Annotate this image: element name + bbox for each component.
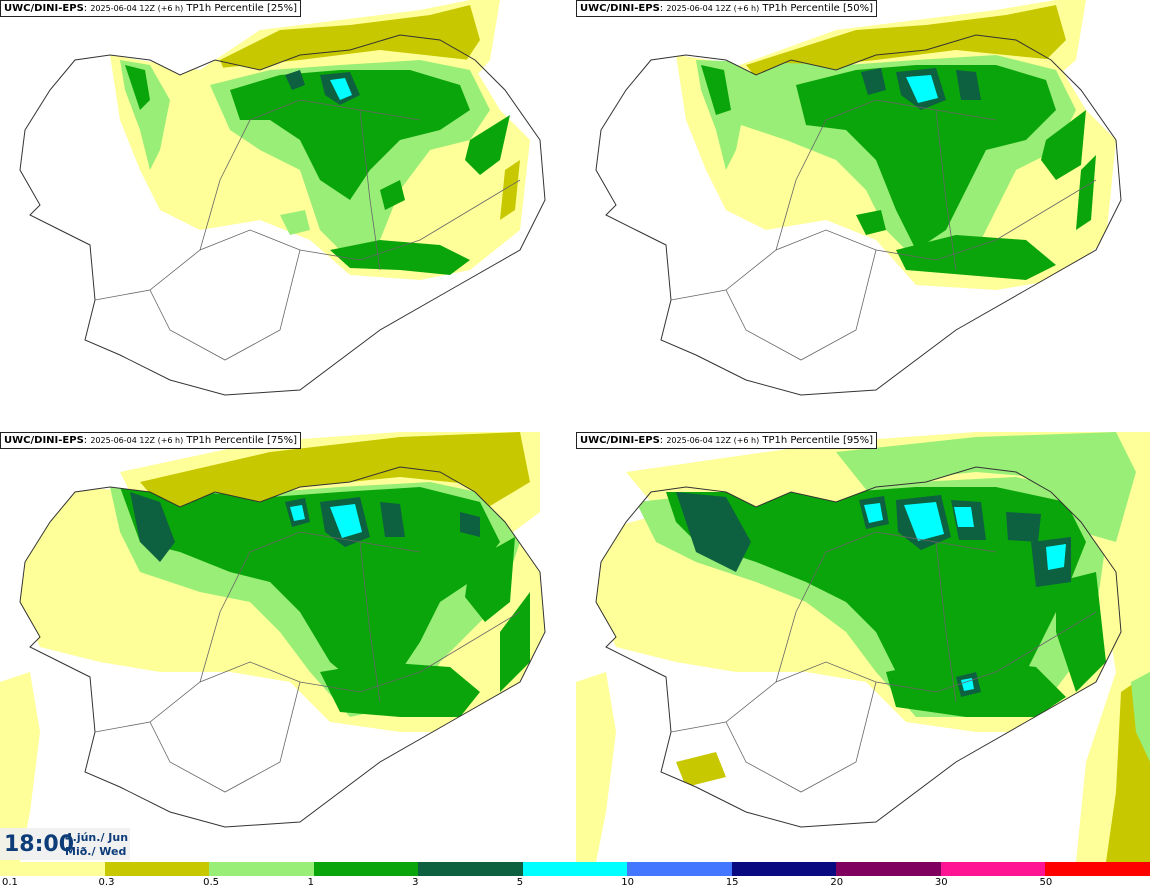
road-network xyxy=(670,531,1097,793)
legend-tick-label: 3 xyxy=(412,877,419,888)
map-panel-p25: UWC/DINI-EPS: 2025-06-04 12Z (+6 h) TP1h… xyxy=(0,0,574,430)
run-time: 2025-06-04 12Z (+6 h) xyxy=(90,436,184,445)
legend-tick-label: 10 xyxy=(621,877,634,888)
panel-title: UWC/DINI-EPS: 2025-06-04 12Z (+6 h) TP1h… xyxy=(0,0,301,17)
precip-map-p75 xyxy=(0,432,546,862)
model-source: UWC/DINI-EPS xyxy=(4,435,84,446)
precip-map-p95 xyxy=(576,432,1150,862)
legend-tick-label: 1 xyxy=(307,877,314,888)
model-source: UWC/DINI-EPS xyxy=(4,3,84,14)
model-source: UWC/DINI-EPS xyxy=(580,435,660,446)
map-panel-p95: UWC/DINI-EPS: 2025-06-04 12Z (+6 h) TP1h… xyxy=(576,432,1150,862)
legend-tick-label: 15 xyxy=(725,877,739,888)
valid-weekday: Mið./ Wed xyxy=(65,845,127,858)
iceland-coastline xyxy=(595,466,1122,828)
legend-tick-label: 30 xyxy=(934,877,948,888)
legend-color-bar xyxy=(0,862,1150,876)
legend-swatch xyxy=(0,862,105,876)
variable-name: TP1h Percentile [95%] xyxy=(762,435,873,446)
run-time: 2025-06-04 12Z (+6 h) xyxy=(90,4,184,13)
precip-map-p50 xyxy=(595,0,1122,396)
precip-yellow-southwest xyxy=(0,672,40,862)
panel-title: UWC/DINI-EPS: 2025-06-04 12Z (+6 h) TP1h… xyxy=(576,0,877,17)
precip-green-east xyxy=(1131,672,1150,762)
valid-date: 4.jún./ Jun xyxy=(65,831,129,844)
legend-swatch xyxy=(940,862,1046,876)
model-source: UWC/DINI-EPS xyxy=(580,3,660,14)
road-network xyxy=(94,99,521,361)
legend-tick-label: 5 xyxy=(516,877,524,888)
run-time: 2025-06-04 12Z (+6 h) xyxy=(666,436,760,445)
iceland-coastline xyxy=(19,34,546,396)
road-network xyxy=(670,99,1097,361)
map-panel-p50: UWC/DINI-EPS: 2025-06-04 12Z (+6 h) TP1h… xyxy=(576,0,1150,430)
run-time: 2025-06-04 12Z (+6 h) xyxy=(666,4,760,13)
legend-swatch xyxy=(1045,862,1150,876)
legend-tick-label: 0.1 xyxy=(2,877,18,888)
legend-swatch xyxy=(522,862,628,876)
precip-map-p25 xyxy=(19,0,546,396)
color-legend: 0.1 0.3 0.5 1 3 5 10 15 20 30 50 xyxy=(0,862,1150,891)
legend-tick-label: 20 xyxy=(830,877,844,888)
variable-name: TP1h Percentile [25%] xyxy=(186,3,297,14)
legend-tick-label: 50 xyxy=(1039,877,1053,888)
legend-swatch xyxy=(209,862,314,876)
legend-swatch xyxy=(313,862,419,876)
variable-name: TP1h Percentile [50%] xyxy=(762,3,873,14)
panel-title: UWC/DINI-EPS: 2025-06-04 12Z (+6 h) TP1h… xyxy=(0,432,301,449)
valid-hour: 18:00 xyxy=(4,832,75,857)
valid-time-box: 18:00 4.jún./ Jun Mið./ Wed xyxy=(0,828,130,860)
legend-swatch xyxy=(731,862,837,876)
legend-tick-label: 0.5 xyxy=(203,877,219,888)
iceland-coastline xyxy=(19,466,546,828)
legend-swatch xyxy=(104,862,210,876)
legend-tick-label: 0.3 xyxy=(98,877,115,888)
legend-swatch xyxy=(627,862,732,876)
precip-yellow-southwest xyxy=(576,672,616,862)
road-network xyxy=(94,531,521,793)
panel-title: UWC/DINI-EPS: 2025-06-04 12Z (+6 h) TP1h… xyxy=(576,432,877,449)
variable-name: TP1h Percentile [75%] xyxy=(186,435,297,446)
iceland-coastline xyxy=(595,34,1122,396)
legend-swatch xyxy=(836,862,941,876)
legend-swatch xyxy=(418,862,523,876)
map-panel-p75: UWC/DINI-EPS: 2025-06-04 12Z (+6 h) TP1h… xyxy=(0,432,574,862)
